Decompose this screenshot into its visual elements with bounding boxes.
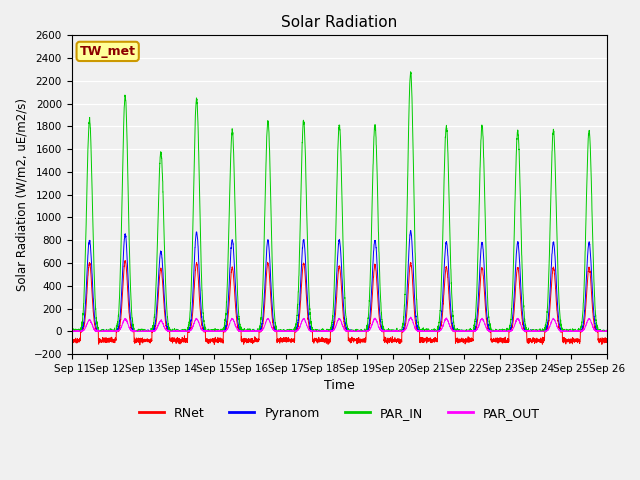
PAR_IN xyxy=(603,328,611,334)
Line: PAR_OUT: PAR_OUT xyxy=(72,317,607,331)
Pyranom xyxy=(319,328,327,334)
Pyranom xyxy=(430,328,438,334)
PAR_OUT xyxy=(460,328,467,334)
Pyranom xyxy=(603,328,611,334)
PAR_IN xyxy=(319,328,327,334)
Pyranom xyxy=(164,326,172,332)
PAR_OUT xyxy=(164,327,172,333)
RNet xyxy=(603,338,611,344)
PAR_IN xyxy=(460,328,467,334)
PAR_IN xyxy=(490,328,497,334)
PAR_IN xyxy=(602,328,610,334)
PAR_OUT xyxy=(602,328,610,334)
Line: RNet: RNet xyxy=(72,261,607,345)
Pyranom xyxy=(68,328,76,334)
PAR_IN xyxy=(164,319,172,325)
Legend: RNet, Pyranom, PAR_IN, PAR_OUT: RNet, Pyranom, PAR_IN, PAR_OUT xyxy=(134,402,545,425)
PAR_IN xyxy=(407,69,415,75)
PAR_OUT xyxy=(68,328,76,334)
RNet xyxy=(603,336,611,341)
RNet xyxy=(122,258,129,264)
RNet xyxy=(164,327,172,333)
PAR_OUT xyxy=(429,328,437,334)
Line: Pyranom: Pyranom xyxy=(72,230,607,331)
Pyranom xyxy=(603,328,611,334)
Pyranom xyxy=(490,328,497,334)
Pyranom xyxy=(68,328,76,334)
RNet xyxy=(490,336,497,342)
PAR_IN xyxy=(429,328,437,334)
Pyranom xyxy=(460,328,467,334)
Y-axis label: Solar Radiation (W/m2, uE/m2/s): Solar Radiation (W/m2, uE/m2/s) xyxy=(15,98,28,291)
Line: PAR_IN: PAR_IN xyxy=(72,72,607,331)
PAR_OUT xyxy=(407,314,415,320)
RNet xyxy=(430,338,438,344)
PAR_OUT xyxy=(490,328,497,334)
PAR_OUT xyxy=(319,328,327,334)
Text: TW_met: TW_met xyxy=(80,45,136,58)
RNet xyxy=(460,340,467,346)
RNet xyxy=(68,337,76,343)
Pyranom xyxy=(407,228,415,233)
X-axis label: Time: Time xyxy=(324,379,355,392)
PAR_IN xyxy=(68,328,76,334)
PAR_OUT xyxy=(603,328,611,334)
RNet xyxy=(136,342,143,348)
Title: Solar Radiation: Solar Radiation xyxy=(281,15,397,30)
RNet xyxy=(319,336,327,341)
